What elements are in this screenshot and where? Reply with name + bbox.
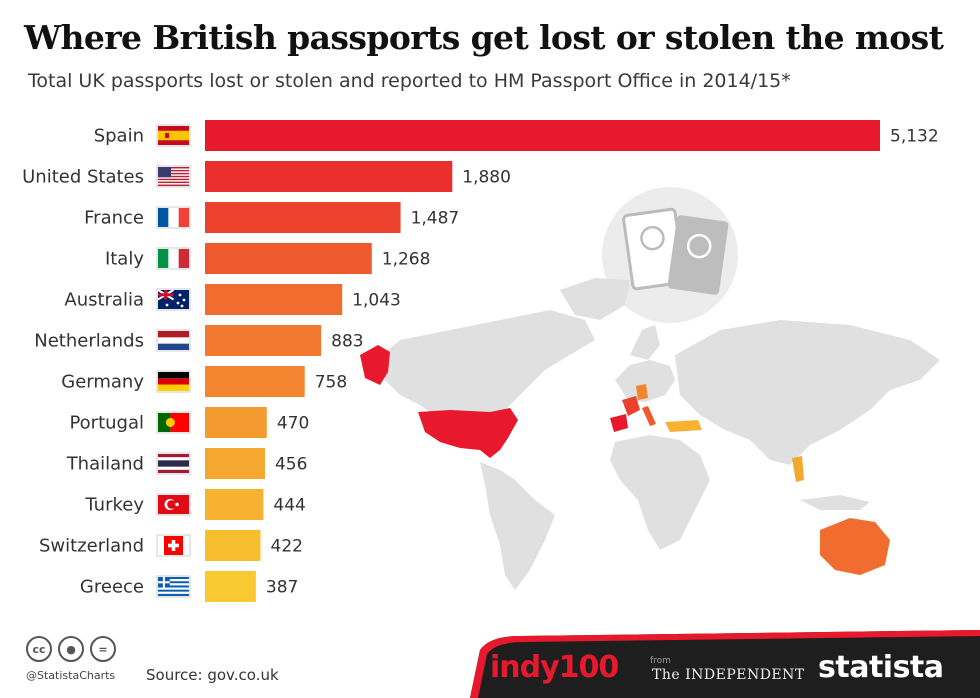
category-label-thailand: Thailand [66, 454, 144, 475]
bar-switzerland [205, 530, 261, 561]
bar-netherlands [205, 325, 322, 356]
category-label-portugal: Portugal [69, 413, 144, 434]
spain-shape [610, 414, 628, 432]
value-label-netherlands: 883 [331, 332, 363, 352]
category-label-germany: Germany [61, 372, 144, 393]
chart-subtitle: Total UK passports lost or stolen and re… [28, 70, 791, 92]
spain-flag-icon [156, 124, 191, 147]
france-flag-icon [156, 206, 191, 229]
source-text: Source: gov.co.uk [146, 666, 279, 684]
south-america-shape [480, 462, 555, 590]
value-label-thailand: 456 [275, 455, 307, 475]
passport-icon [622, 207, 729, 295]
from-text: from [650, 656, 671, 666]
usa-shape [418, 408, 518, 458]
category-label-spain: Spain [94, 126, 144, 147]
africa-shape [610, 435, 710, 550]
europe-shape [615, 360, 675, 402]
bar-greece [205, 571, 256, 602]
usa-flag-icon [156, 165, 191, 188]
bar-united-states [205, 161, 453, 192]
category-label-turkey: Turkey [84, 495, 144, 516]
portugal-flag-icon [156, 411, 191, 434]
statista-logo: statista [818, 650, 944, 685]
indy100-logo: indy100 [490, 650, 619, 685]
attribution-icon: ● [58, 636, 84, 662]
switzerland-flag-icon [156, 534, 191, 557]
category-label-greece: Greece [80, 577, 144, 598]
world-map-illustration [360, 187, 940, 590]
indonesia-shape [800, 495, 870, 510]
cc-icon: cc [26, 636, 52, 662]
australia-shape [820, 518, 890, 575]
bar-italy [205, 243, 372, 274]
scandinavia-shape [630, 325, 660, 360]
thailand-shape [792, 456, 804, 482]
value-label-italy: 1,268 [382, 250, 431, 270]
greenland-shape [560, 278, 630, 320]
bar-australia [205, 284, 343, 315]
category-label-australia: Australia [64, 290, 144, 311]
turkey-flag-icon [156, 493, 191, 516]
no-derivatives-icon: = [90, 636, 116, 662]
value-label-germany: 758 [315, 373, 347, 393]
asia-shape [675, 320, 940, 465]
independent-logo: The INDEPENDENT [652, 667, 805, 683]
value-label-spain: 5,132 [890, 127, 939, 147]
category-label-italy: Italy [105, 249, 144, 270]
germany-shape [636, 384, 648, 400]
alaska-shape [360, 345, 390, 385]
thailand-flag-icon [156, 452, 191, 475]
value-label-australia: 1,043 [352, 291, 401, 311]
category-label-switzerland: Switzerland [39, 536, 144, 557]
category-label-united-states: United States [22, 167, 144, 188]
france-shape [622, 396, 640, 416]
germany-flag-icon [156, 370, 191, 393]
bar-spain [205, 120, 880, 151]
category-label-netherlands: Netherlands [34, 331, 144, 352]
value-label-france: 1,487 [411, 209, 460, 229]
italy-flag-icon [156, 247, 191, 270]
bar-portugal [205, 407, 267, 438]
chart-title: Where British passports get lost or stol… [24, 18, 944, 57]
value-label-turkey: 444 [273, 496, 305, 516]
italy-shape [642, 406, 656, 426]
bar-turkey [205, 489, 264, 520]
value-label-united-states: 1,880 [462, 168, 511, 188]
netherlands-flag-icon [156, 329, 191, 352]
category-label-france: France [84, 208, 144, 229]
bar-thailand [205, 448, 265, 479]
north-america-shape [370, 310, 595, 450]
bar-france [205, 202, 401, 233]
statista-handle: @StatistaCharts [26, 669, 116, 682]
value-label-portugal: 470 [277, 414, 309, 434]
value-label-switzerland: 422 [271, 537, 303, 557]
bar-germany [205, 366, 305, 397]
greece-flag-icon [156, 575, 191, 598]
creative-commons-icons: cc ● = [26, 636, 116, 662]
value-label-greece: 387 [266, 578, 298, 598]
turkey-shape [665, 420, 702, 432]
australia-flag-icon [156, 288, 191, 311]
